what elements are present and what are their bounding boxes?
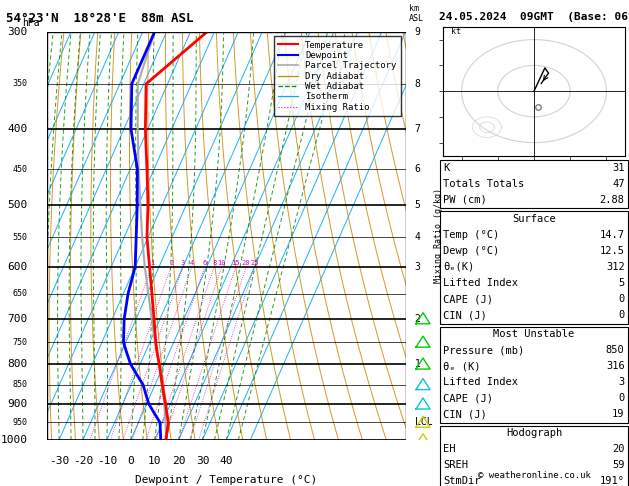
Text: 2.88: 2.88 — [599, 195, 625, 205]
Text: 20: 20 — [612, 444, 625, 454]
Text: CIN (J): CIN (J) — [443, 310, 487, 320]
Text: -30: -30 — [49, 456, 69, 466]
Text: 750: 750 — [13, 338, 28, 347]
Text: 1: 1 — [150, 260, 154, 265]
Text: 350: 350 — [13, 79, 28, 88]
Text: 550: 550 — [13, 233, 28, 242]
Text: PW (cm): PW (cm) — [443, 195, 487, 205]
Text: 10: 10 — [218, 260, 226, 265]
Text: 31: 31 — [612, 163, 625, 173]
Text: 0: 0 — [618, 310, 625, 320]
Text: 24.05.2024  09GMT  (Base: 06): 24.05.2024 09GMT (Base: 06) — [439, 12, 629, 22]
Text: 800: 800 — [7, 359, 28, 369]
Text: 400: 400 — [7, 124, 28, 134]
Text: 20: 20 — [242, 260, 250, 265]
Text: 316: 316 — [606, 361, 625, 371]
Text: 6: 6 — [203, 260, 207, 265]
Text: 47: 47 — [612, 179, 625, 189]
Text: -10: -10 — [97, 456, 117, 466]
Text: 30: 30 — [196, 456, 209, 466]
Text: EH: EH — [443, 444, 456, 454]
Text: 19: 19 — [612, 409, 625, 419]
Text: 40: 40 — [220, 456, 233, 466]
Text: 312: 312 — [606, 262, 625, 272]
Text: Pressure (mb): Pressure (mb) — [443, 345, 525, 355]
Text: 450: 450 — [13, 165, 28, 174]
Text: Hodograph: Hodograph — [506, 428, 562, 438]
Text: CAPE (J): CAPE (J) — [443, 393, 493, 403]
Text: Most Unstable: Most Unstable — [493, 329, 575, 339]
Text: 600: 600 — [7, 261, 28, 272]
Text: 54°23'N  18°28'E  88m ASL: 54°23'N 18°28'E 88m ASL — [6, 12, 194, 25]
Text: 2: 2 — [415, 314, 421, 324]
Text: 10: 10 — [148, 456, 162, 466]
Text: 7: 7 — [415, 124, 421, 134]
Text: 500: 500 — [7, 200, 28, 210]
Text: 25: 25 — [250, 260, 259, 265]
Text: 5: 5 — [618, 278, 625, 288]
Text: 6: 6 — [415, 164, 421, 174]
Text: kt: kt — [451, 27, 460, 36]
Text: © weatheronline.co.uk: © weatheronline.co.uk — [477, 471, 591, 480]
Text: 850: 850 — [13, 380, 28, 389]
Text: 0: 0 — [618, 393, 625, 403]
Text: 3: 3 — [415, 261, 421, 272]
Text: -20: -20 — [73, 456, 93, 466]
Text: 850: 850 — [606, 345, 625, 355]
Text: 5: 5 — [415, 200, 421, 210]
Text: θₑ (K): θₑ (K) — [443, 361, 481, 371]
Text: Lifted Index: Lifted Index — [443, 278, 518, 288]
Text: θₑ(K): θₑ(K) — [443, 262, 475, 272]
Text: Temp (°C): Temp (°C) — [443, 230, 499, 240]
Text: 3: 3 — [618, 377, 625, 387]
Text: Dewpoint / Temperature (°C): Dewpoint / Temperature (°C) — [135, 474, 318, 485]
Text: 9: 9 — [415, 27, 421, 36]
Text: CIN (J): CIN (J) — [443, 409, 487, 419]
Text: LCL: LCL — [415, 417, 432, 428]
Text: km
ASL: km ASL — [409, 4, 425, 23]
Text: 1000: 1000 — [1, 435, 28, 445]
Text: 300: 300 — [7, 27, 28, 36]
Text: 0: 0 — [618, 294, 625, 304]
Text: 14.7: 14.7 — [599, 230, 625, 240]
Text: hPa: hPa — [22, 17, 40, 28]
Text: Surface: Surface — [512, 214, 556, 224]
Text: 8: 8 — [415, 79, 421, 89]
Text: 1: 1 — [415, 359, 421, 369]
Text: K: K — [443, 163, 450, 173]
Text: Totals Totals: Totals Totals — [443, 179, 525, 189]
Text: 59: 59 — [612, 460, 625, 470]
Text: 12.5: 12.5 — [599, 246, 625, 256]
Text: Mixing Ratio (g/kg): Mixing Ratio (g/kg) — [435, 188, 443, 283]
Text: 8: 8 — [212, 260, 216, 265]
Text: 15: 15 — [231, 260, 240, 265]
Text: StmDir: StmDir — [443, 476, 481, 486]
Text: 0: 0 — [128, 456, 134, 466]
Text: 191°: 191° — [599, 476, 625, 486]
Text: 20: 20 — [172, 456, 186, 466]
Text: 650: 650 — [13, 289, 28, 298]
Text: 3: 3 — [181, 260, 186, 265]
Text: 950: 950 — [13, 418, 28, 427]
Text: SREH: SREH — [443, 460, 469, 470]
Text: 2: 2 — [169, 260, 173, 265]
Text: 4: 4 — [415, 232, 421, 242]
Text: 900: 900 — [7, 399, 28, 409]
Legend: Temperature, Dewpoint, Parcel Trajectory, Dry Adiabat, Wet Adiabat, Isotherm, Mi: Temperature, Dewpoint, Parcel Trajectory… — [274, 36, 401, 116]
Text: 4: 4 — [190, 260, 194, 265]
Text: Lifted Index: Lifted Index — [443, 377, 518, 387]
Text: CAPE (J): CAPE (J) — [443, 294, 493, 304]
Text: Dewp (°C): Dewp (°C) — [443, 246, 499, 256]
Text: 700: 700 — [7, 314, 28, 324]
